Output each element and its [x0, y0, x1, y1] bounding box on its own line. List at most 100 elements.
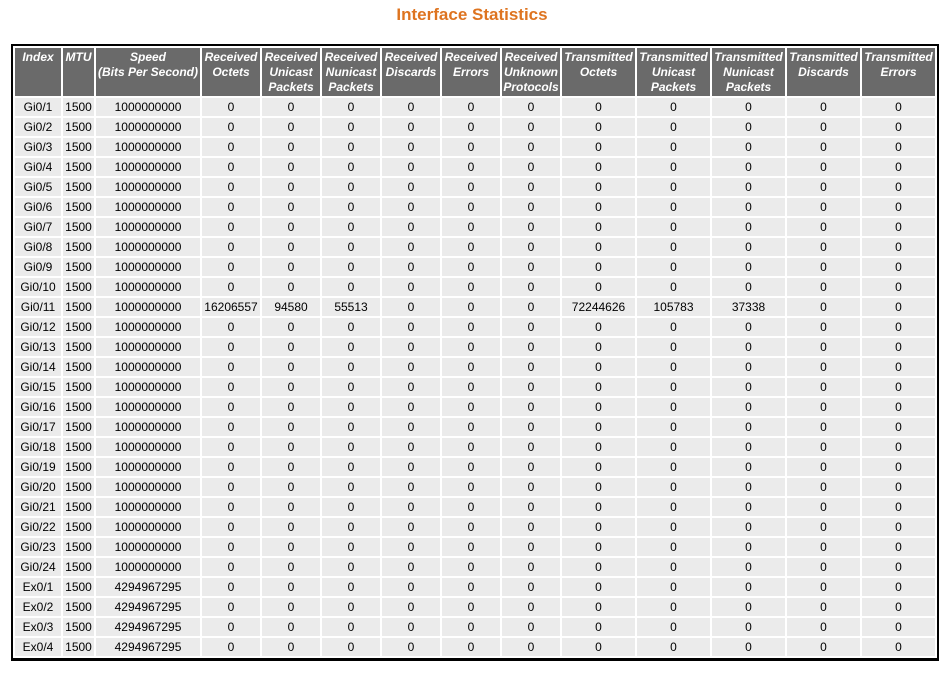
stat-value-cell: 0 — [502, 278, 560, 296]
stat-value-cell: 0 — [442, 438, 500, 456]
stat-value-cell: 0 — [322, 118, 380, 136]
stat-value-cell: 0 — [562, 358, 635, 376]
stat-value-cell: 0 — [382, 458, 440, 476]
stat-value-cell: 0 — [637, 358, 710, 376]
stat-value-cell: 1000000000 — [96, 98, 200, 116]
stat-value-cell: 1000000000 — [96, 358, 200, 376]
stat-value-cell: 0 — [262, 598, 320, 616]
stat-value-cell: 0 — [382, 158, 440, 176]
stat-value-cell: 0 — [712, 598, 785, 616]
stat-value-cell: 0 — [442, 98, 500, 116]
stat-value-cell: 0 — [382, 618, 440, 636]
stat-value-cell: 1500 — [63, 258, 94, 276]
stat-value-cell: 0 — [322, 98, 380, 116]
stat-value-cell: 0 — [322, 358, 380, 376]
stat-value-cell: 0 — [202, 178, 260, 196]
stat-value-cell: 0 — [787, 378, 860, 396]
interface-index-cell: Gi0/6 — [15, 198, 61, 216]
column-header: Transmitted Octets — [562, 48, 635, 96]
stat-value-cell: 94580 — [262, 298, 320, 316]
stat-value-cell: 0 — [637, 418, 710, 436]
column-header: Transmitted Unicast Packets — [637, 48, 710, 96]
stat-value-cell: 0 — [502, 578, 560, 596]
interface-index-cell: Gi0/16 — [15, 398, 61, 416]
stat-value-cell: 1500 — [63, 198, 94, 216]
stat-value-cell: 1500 — [63, 418, 94, 436]
stat-value-cell: 0 — [562, 258, 635, 276]
stat-value-cell: 1500 — [63, 438, 94, 456]
interface-index-cell: Gi0/13 — [15, 338, 61, 356]
stat-value-cell: 0 — [862, 118, 935, 136]
table-row: Gi0/18 1500 1000000000 0 0 0 0 0 0 0 0 0 0 0 — [15, 438, 935, 456]
stat-value-cell: 0 — [787, 558, 860, 576]
stat-value-cell: 0 — [562, 338, 635, 356]
stat-value-cell: 0 — [637, 278, 710, 296]
stat-value-cell: 0 — [442, 218, 500, 236]
stat-value-cell: 0 — [712, 358, 785, 376]
stat-value-cell: 0 — [262, 438, 320, 456]
stat-value-cell: 0 — [202, 358, 260, 376]
column-header: Transmitted Nunicast Packets — [712, 48, 785, 96]
stat-value-cell: 0 — [442, 278, 500, 296]
stat-value-cell: 0 — [322, 258, 380, 276]
table-row: Gi0/20 1500 1000000000 0 0 0 0 0 0 0 0 0 0 0 — [15, 478, 935, 496]
stat-value-cell: 0 — [862, 438, 935, 456]
stat-value-cell: 0 — [712, 418, 785, 436]
stat-value-cell: 0 — [712, 398, 785, 416]
stat-value-cell: 0 — [262, 578, 320, 596]
table-row: Gi0/2 1500 1000000000 0 0 0 0 0 0 0 0 0 0 0 — [15, 118, 935, 136]
stat-value-cell: 0 — [787, 418, 860, 436]
interface-statistics-table: Index MTU Speed (Bits Per Second) Received … — [11, 44, 939, 661]
stat-value-cell: 0 — [562, 118, 635, 136]
stat-value-cell: 0 — [262, 538, 320, 556]
stat-value-cell: 0 — [637, 398, 710, 416]
interface-index-cell: Gi0/3 — [15, 138, 61, 156]
stat-value-cell: 0 — [202, 98, 260, 116]
stat-value-cell: 0 — [202, 598, 260, 616]
stat-value-cell: 16206557 — [202, 298, 260, 316]
stat-value-cell: 1500 — [63, 338, 94, 356]
stat-value-cell: 0 — [712, 438, 785, 456]
stat-value-cell: 105783 — [637, 298, 710, 316]
stat-value-cell: 0 — [502, 638, 560, 656]
stat-value-cell: 1000000000 — [96, 538, 200, 556]
stat-value-cell: 0 — [637, 598, 710, 616]
interface-index-cell: Gi0/8 — [15, 238, 61, 256]
table-row: Gi0/5 1500 1000000000 0 0 0 0 0 0 0 0 0 0 0 — [15, 178, 935, 196]
stat-value-cell: 0 — [502, 298, 560, 316]
stat-value-cell: 0 — [442, 578, 500, 596]
stat-value-cell: 0 — [787, 258, 860, 276]
interface-index-cell: Gi0/17 — [15, 418, 61, 436]
stat-value-cell: 0 — [262, 398, 320, 416]
interface-index-cell: Gi0/14 — [15, 358, 61, 376]
stat-value-cell: 0 — [862, 498, 935, 516]
stat-value-cell: 0 — [442, 318, 500, 336]
stat-value-cell: 0 — [787, 358, 860, 376]
stat-value-cell: 0 — [262, 158, 320, 176]
stat-value-cell: 0 — [862, 98, 935, 116]
stat-value-cell: 0 — [562, 498, 635, 516]
stat-value-cell: 0 — [322, 598, 380, 616]
stat-value-cell: 1500 — [63, 578, 94, 596]
stat-value-cell: 0 — [502, 378, 560, 396]
stat-value-cell: 0 — [787, 278, 860, 296]
stat-value-cell: 0 — [712, 98, 785, 116]
stat-value-cell: 0 — [562, 138, 635, 156]
stat-value-cell: 0 — [712, 278, 785, 296]
stat-value-cell: 0 — [787, 298, 860, 316]
stat-value-cell: 0 — [637, 238, 710, 256]
stat-value-cell: 0 — [502, 438, 560, 456]
stat-value-cell: 0 — [787, 98, 860, 116]
stat-value-cell: 0 — [862, 378, 935, 396]
stat-value-cell: 0 — [862, 178, 935, 196]
stat-value-cell: 0 — [502, 558, 560, 576]
interface-index-cell: Gi0/9 — [15, 258, 61, 276]
column-header: Received Unknown Protocols — [502, 48, 560, 96]
stat-value-cell: 0 — [202, 478, 260, 496]
stat-value-cell: 0 — [382, 218, 440, 236]
stat-value-cell: 1500 — [63, 638, 94, 656]
stat-value-cell: 0 — [442, 638, 500, 656]
stat-value-cell: 4294967295 — [96, 638, 200, 656]
stat-value-cell: 0 — [382, 198, 440, 216]
stat-value-cell: 0 — [712, 318, 785, 336]
